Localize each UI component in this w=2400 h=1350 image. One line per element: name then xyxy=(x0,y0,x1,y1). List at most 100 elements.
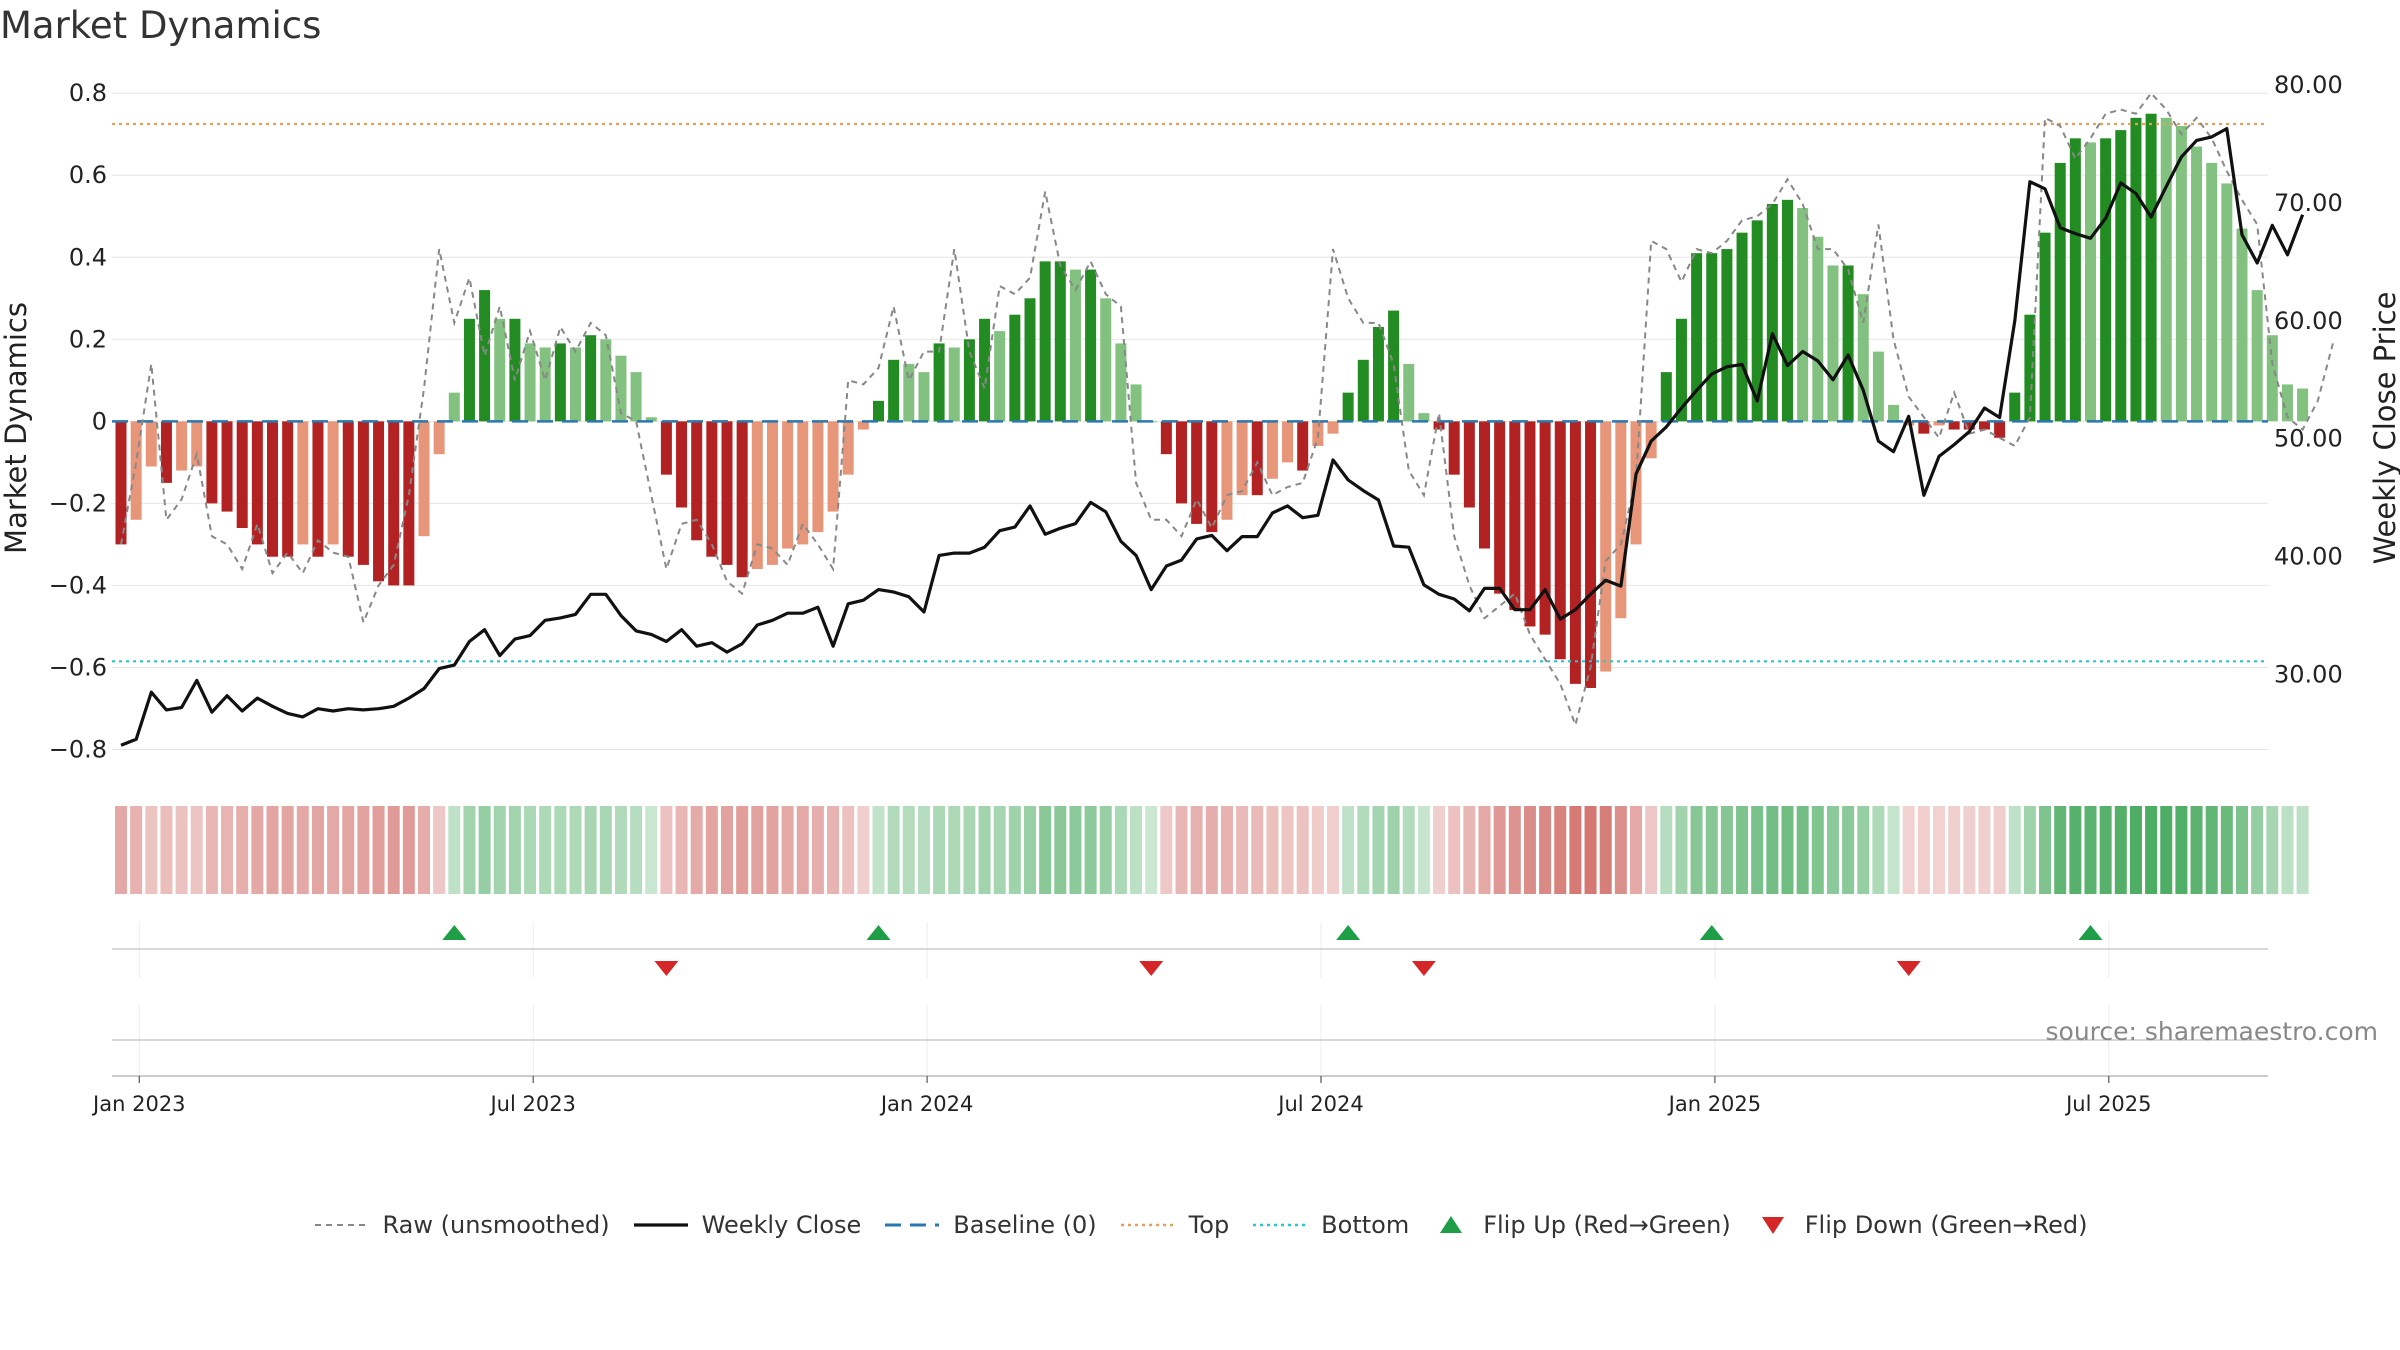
regime-cell xyxy=(418,806,430,894)
smoothed-bar xyxy=(994,331,1006,422)
smoothed-bar xyxy=(842,421,854,475)
regime-cell xyxy=(160,806,173,894)
regime-cell xyxy=(281,806,294,894)
smoothed-bar xyxy=(509,318,521,422)
regime-cell xyxy=(1311,806,1324,894)
regime-cell xyxy=(1766,806,1779,894)
smoothed-bar xyxy=(1963,421,1975,430)
smoothed-bar xyxy=(812,421,824,533)
smoothed-bar xyxy=(1206,421,1218,533)
smoothed-bar xyxy=(297,421,309,545)
smoothed-bar xyxy=(176,421,188,471)
regime-cell xyxy=(1660,806,1673,894)
legend-top-swatch xyxy=(1120,1223,1175,1227)
smoothed-bar xyxy=(2236,228,2248,422)
regime-cell xyxy=(2175,806,2188,894)
smoothed-bar xyxy=(2115,130,2127,422)
regime-cell xyxy=(2266,806,2279,894)
smoothed-bar xyxy=(2191,146,2203,422)
smoothed-bar xyxy=(691,421,703,541)
smoothed-bar xyxy=(1948,421,1960,430)
regime-cell xyxy=(1645,806,1658,894)
regime-cell xyxy=(1190,806,1203,894)
regime-cell xyxy=(1857,806,1870,894)
legend-baseline-label: Baseline (0) xyxy=(953,1211,1097,1239)
smoothed-bar xyxy=(115,421,127,545)
legend-raw: Raw (unsmoothed) xyxy=(313,1211,610,1239)
regime-cell xyxy=(675,806,688,894)
smoothed-bar xyxy=(388,421,400,586)
legend-flip-down-label: Flip Down (Green→Red) xyxy=(1804,1211,2088,1239)
legend-bottom-label: Bottom xyxy=(1321,1211,1410,1239)
regime-cell xyxy=(569,806,582,894)
legend-flip-up-label: Flip Up (Red→Green) xyxy=(1483,1211,1731,1239)
smoothed-bar xyxy=(191,421,203,467)
regime-cell xyxy=(2129,806,2142,894)
smoothed-bar xyxy=(615,355,627,422)
smoothed-bar xyxy=(782,421,794,549)
regime-cell xyxy=(1614,806,1627,894)
smoothed-bar xyxy=(1100,298,1112,422)
regime-cell xyxy=(1039,806,1052,894)
regime-cell xyxy=(1220,806,1233,894)
smoothed-bar xyxy=(1085,269,1097,422)
smoothed-bar xyxy=(1024,298,1036,422)
smoothed-bar xyxy=(1918,421,1930,434)
regime-cell xyxy=(599,806,612,894)
smoothed-bar xyxy=(1842,265,1854,422)
smoothed-bar xyxy=(2100,138,2112,422)
smoothed-bar xyxy=(797,421,809,545)
smoothed-bar xyxy=(873,400,884,422)
raw-unsmoothed-line xyxy=(120,91,2334,729)
chart-title: Market Dynamics xyxy=(0,4,321,47)
y2-tick-label: 30.00 xyxy=(2274,661,2343,689)
y-tick-label: 0.2 xyxy=(69,325,107,353)
smoothed-bar xyxy=(1266,421,1278,479)
regime-cell xyxy=(2190,806,2203,894)
regime-cell xyxy=(2008,806,2021,894)
regime-cell xyxy=(857,806,870,894)
smoothed-bar xyxy=(2009,392,2021,422)
regime-cell xyxy=(1751,806,1764,894)
regime-cell xyxy=(2296,806,2309,894)
regime-cell xyxy=(963,806,976,894)
regime-cell xyxy=(1205,806,1218,894)
smoothed-bar xyxy=(1691,253,1703,422)
legend-flip-up-icon xyxy=(1440,1216,1463,1233)
smoothed-bar xyxy=(570,347,581,422)
regime-cell xyxy=(1675,806,1688,894)
regime-cell xyxy=(1508,806,1521,894)
flip-down-marker xyxy=(1411,961,1436,976)
smoothed-bar xyxy=(827,421,839,512)
smoothed-bar xyxy=(736,421,748,578)
smoothed-bar xyxy=(903,363,915,422)
regime-cell xyxy=(221,806,234,894)
smoothed-bar xyxy=(1797,208,1809,422)
smoothed-bar xyxy=(721,421,733,565)
regime-cell xyxy=(1372,806,1385,894)
regime-cell xyxy=(1948,806,1961,894)
smoothed-bar xyxy=(342,421,354,557)
regime-cell xyxy=(1387,806,1400,894)
regime-cell xyxy=(2281,806,2294,894)
regime-cell xyxy=(463,806,476,894)
regime-cell xyxy=(1114,806,1127,894)
regime-cell xyxy=(2039,806,2052,894)
regime-cell xyxy=(2220,806,2233,894)
smoothed-bar xyxy=(1554,421,1566,660)
regime-cell xyxy=(448,806,461,894)
y2-axis-label: Weekly Close Price xyxy=(2368,292,2400,565)
legend-raw-swatch xyxy=(314,1224,369,1226)
regime-cell xyxy=(1069,806,1082,894)
regime-cell xyxy=(1584,806,1597,894)
regime-cell xyxy=(660,806,673,894)
smoothed-bar xyxy=(130,421,142,520)
regime-cell xyxy=(2205,806,2218,894)
smoothed-bar xyxy=(1509,421,1521,611)
regime-cell xyxy=(1236,806,1249,894)
regime-cell xyxy=(115,806,127,894)
smoothed-bar xyxy=(1857,294,1869,422)
flip-markers-panel xyxy=(112,922,2268,978)
y-tick-label: 0.8 xyxy=(69,79,107,107)
